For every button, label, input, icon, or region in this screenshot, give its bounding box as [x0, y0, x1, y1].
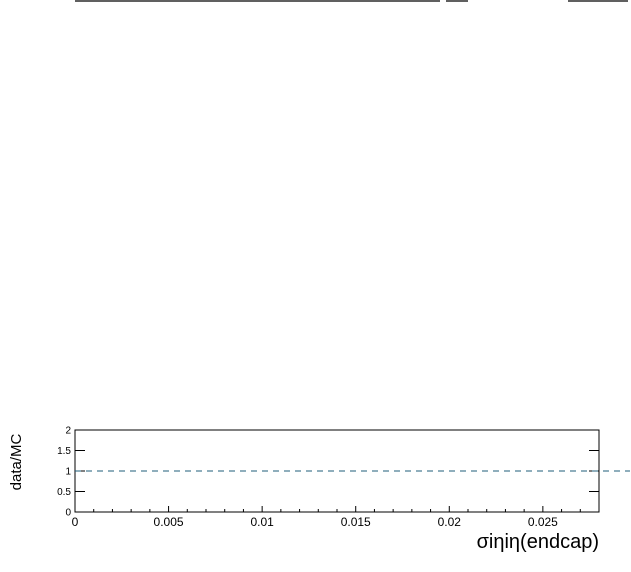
ratio-pad: 0 0.005 0.01 0.015 0.02 0.025 0 0.5 1 1.5 2	[57, 426, 630, 529]
x-axis-title: σiηiη(endcap)	[477, 531, 599, 553]
x-tick-label: 0.02	[438, 515, 462, 529]
x-tick-label: 0.01	[250, 515, 274, 529]
y-tick-label: 2	[65, 426, 71, 437]
y-axis-title: data/MC	[8, 433, 25, 490]
y-axis-ticks: 0 0.5 1 1.5 2	[57, 426, 599, 519]
x-tick-label: 0.005	[154, 515, 184, 529]
x-tick-label: 0.025	[528, 515, 558, 529]
x-tick-label: 0.015	[341, 515, 371, 529]
y-tick-label: 1.5	[57, 446, 71, 457]
x-minor-ticks	[93, 509, 581, 512]
x-tick-label: 0	[72, 515, 79, 529]
x-axis-ticks: 0 0.005 0.01 0.015 0.02 0.025	[72, 506, 558, 529]
y-tick-label: 0.5	[57, 487, 71, 498]
y-tick-label: 0	[65, 508, 71, 519]
y-tick-label: 1	[65, 467, 71, 478]
